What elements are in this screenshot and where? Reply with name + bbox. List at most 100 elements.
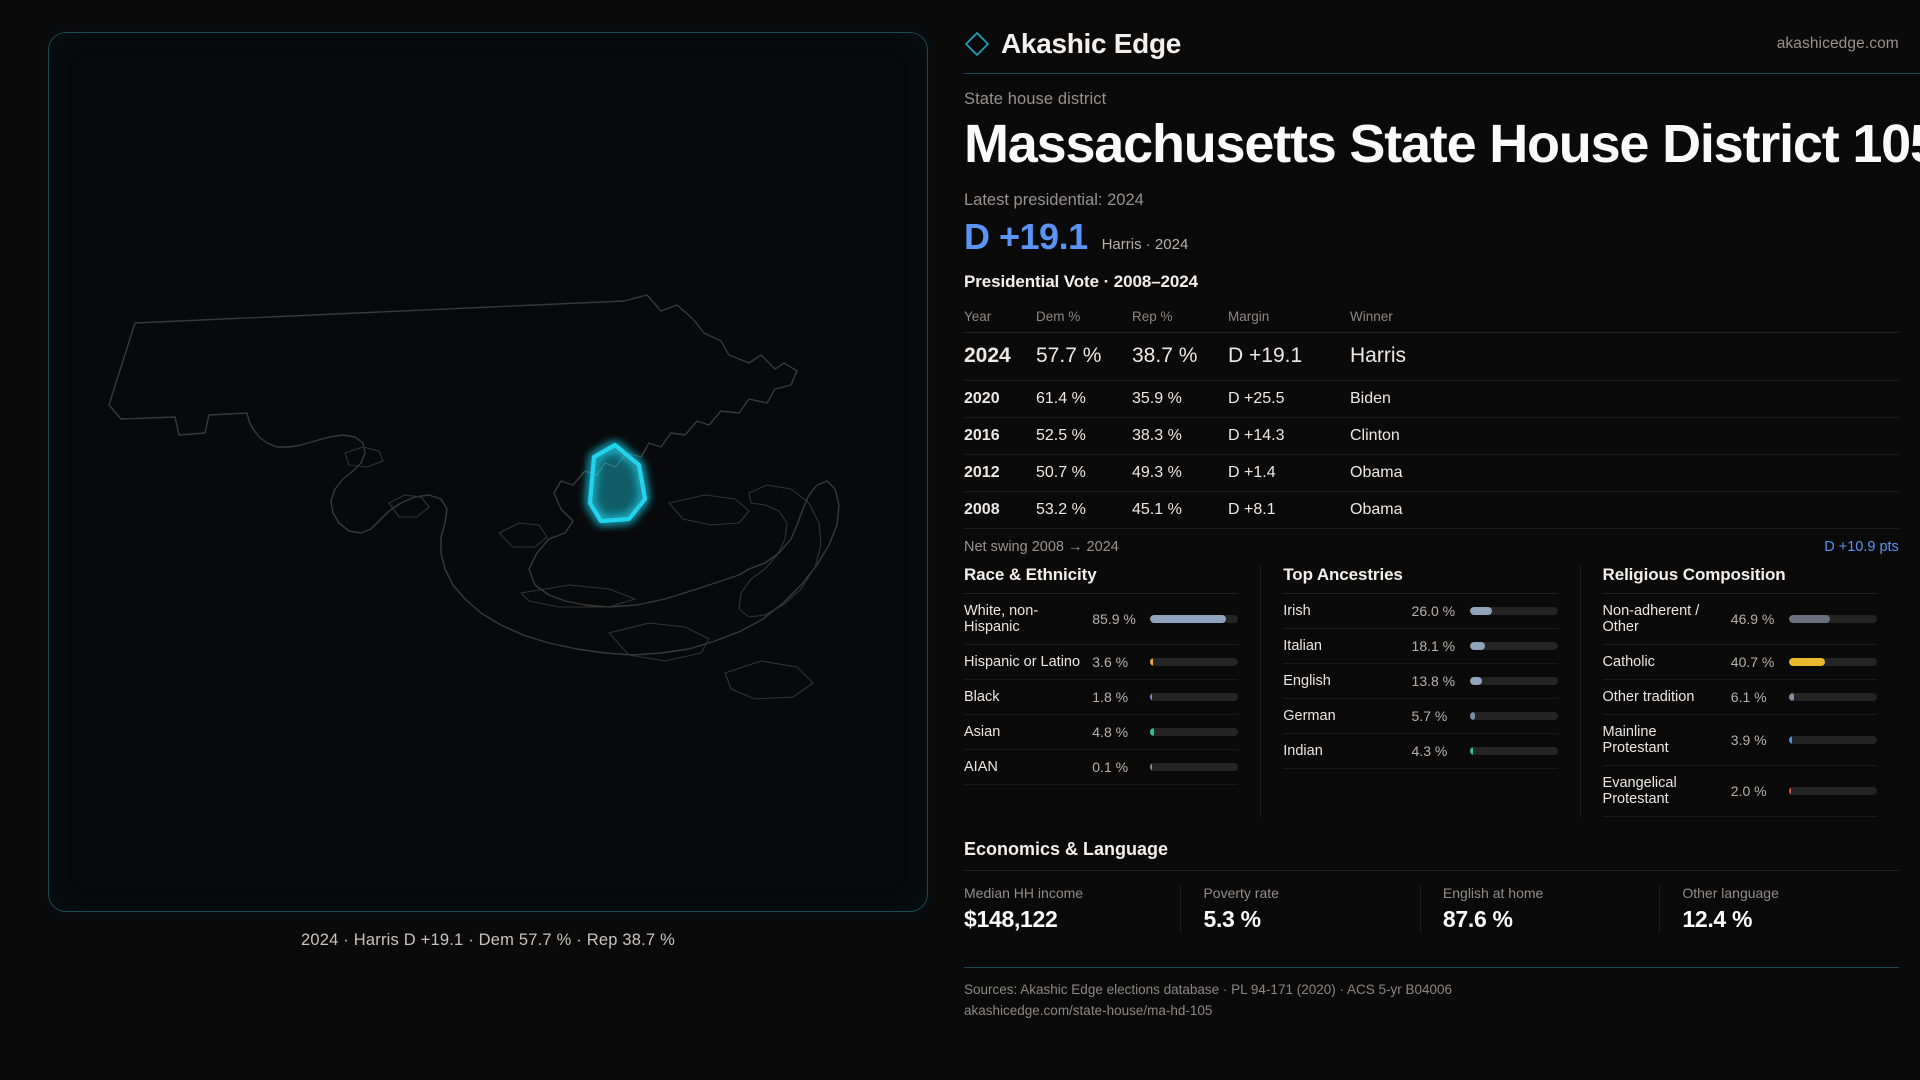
- demo-value: 85.9 %: [1092, 611, 1136, 628]
- page-title: Massachusetts State House District 105: [964, 114, 1920, 174]
- data-column: Akashic Edge akashicedge.com State house…: [960, 0, 1920, 1080]
- highlighted-district-105[interactable]: [587, 442, 648, 524]
- cell-dem: 53.2 %: [1036, 491, 1132, 530]
- cell-margin: D +14.3: [1228, 417, 1350, 456]
- cell-dem: 52.5 %: [1036, 417, 1132, 456]
- state-outline: [108, 294, 840, 656]
- demo-column-religion: Religious Composition Non-adherent / Oth…: [1579, 565, 1899, 818]
- demo-value: 5.7 %: [1411, 708, 1448, 725]
- coastline-detail: [344, 446, 822, 700]
- cell-winner: Biden: [1350, 380, 1899, 419]
- headline-margin: D +19.1 Harris · 2024: [964, 216, 1920, 258]
- cell-year: 2012: [964, 454, 1036, 493]
- table-row[interactable]: 2024 57.7 % 38.7 % D +19.1 Harris: [964, 332, 1899, 382]
- col-rep: Rep %: [1132, 302, 1228, 334]
- table-row[interactable]: 2016 52.5 % 38.3 % D +14.3 Clinton: [964, 417, 1899, 456]
- religion-heading: Religious Composition: [1602, 565, 1877, 595]
- demo-row: Other tradition 6.1 %: [1602, 680, 1877, 716]
- cell-winner: Clinton: [1350, 417, 1899, 456]
- demo-label: AIAN: [964, 759, 998, 776]
- demo-value: 13.8 %: [1411, 673, 1456, 690]
- demo-bar: [1150, 763, 1239, 772]
- demo-row: Evangelical Protestant 2.0 %: [1602, 766, 1877, 818]
- demo-label: Italian: [1283, 638, 1322, 655]
- massachusetts-map-svg: [108, 294, 840, 700]
- table-header-row: Year Dem % Rep % Margin Winner: [964, 302, 1899, 334]
- econ-value: 5.3 %: [1203, 906, 1261, 933]
- econ-value: $148,122: [964, 906, 1058, 933]
- cell-margin: D +1.4: [1228, 454, 1350, 493]
- econ-cell: Other language 12.4 %: [1659, 885, 1898, 934]
- cell-winner: Obama: [1350, 491, 1899, 530]
- econ-label: Other language: [1682, 885, 1779, 902]
- headline-margin-sub: Harris · 2024: [1101, 236, 1189, 254]
- demo-bar: [1469, 712, 1558, 721]
- net-swing-label: Net swing 2008 → 2024: [964, 539, 1119, 556]
- demo-label: German: [1283, 708, 1336, 725]
- demo-bar: [1150, 615, 1239, 624]
- presidential-vote-table: Year Dem % Rep % Margin Winner 2024 57.7…: [964, 302, 1899, 530]
- cell-winner: Harris: [1350, 332, 1899, 382]
- demo-label: Asian: [964, 724, 1001, 741]
- demo-row: Irish 26.0 %: [1283, 594, 1558, 630]
- cell-rep: 45.1 %: [1132, 491, 1228, 530]
- demo-bar: [1469, 642, 1558, 651]
- econ-label: English at home: [1442, 885, 1544, 902]
- map-caption: 2024 · Harris D +19.1 · Dem 57.7 % · Rep…: [301, 931, 675, 949]
- demo-label: Evangelical Protestant: [1602, 775, 1677, 808]
- net-swing-value: D +10.9 pts: [1824, 539, 1899, 556]
- col-year: Year: [964, 302, 1036, 334]
- demo-value: 4.3 %: [1411, 743, 1448, 760]
- brand-bar: Akashic Edge akashicedge.com: [964, 28, 1920, 74]
- table-row[interactable]: 2008 53.2 % 45.1 % D +8.1 Obama: [964, 491, 1899, 530]
- cell-dem: 57.7 %: [1036, 332, 1132, 382]
- cell-margin: D +25.5: [1228, 380, 1350, 419]
- cell-year: 2020: [964, 380, 1036, 419]
- cell-year: 2016: [964, 417, 1036, 456]
- cell-margin: D +19.1: [1228, 332, 1350, 382]
- econ-value: 87.6 %: [1442, 906, 1513, 933]
- demo-bar: [1469, 607, 1558, 616]
- demo-value: 40.7 %: [1730, 654, 1775, 671]
- demo-row: AIAN 0.1 %: [964, 750, 1239, 786]
- demo-row: White, non-Hispanic 85.9 %: [964, 594, 1239, 646]
- demo-bar: [1788, 658, 1877, 667]
- col-dem: Dem %: [1036, 302, 1132, 334]
- demo-label: Hispanic or Latino: [964, 654, 1081, 671]
- table-row[interactable]: 2012 50.7 % 49.3 % D +1.4 Obama: [964, 454, 1899, 493]
- demo-label: White, non-Hispanic: [964, 603, 1039, 636]
- demo-value: 6.1 %: [1730, 689, 1767, 706]
- demo-row: Italian 18.1 %: [1283, 629, 1558, 665]
- table-row[interactable]: 2020 61.4 % 35.9 % D +25.5 Biden: [964, 380, 1899, 419]
- demo-row: German 5.7 %: [1283, 699, 1558, 735]
- page-eyebrow: State house district: [964, 90, 1107, 108]
- demo-value: 0.1 %: [1092, 759, 1129, 776]
- demo-bar: [1469, 747, 1558, 756]
- net-swing-row: Net swing 2008 → 2024 D +10.9 pts: [964, 529, 1899, 559]
- cell-rep: 38.7 %: [1132, 332, 1228, 382]
- map-panel[interactable]: [48, 32, 928, 912]
- demo-bar: [1788, 736, 1877, 745]
- demographics-section: Race & Ethnicity White, non-Hispanic 85.…: [964, 565, 1899, 818]
- economics-section: Median HH income $148,122 Poverty rate 5…: [964, 870, 1899, 934]
- cell-winner: Obama: [1350, 454, 1899, 493]
- demo-value: 4.8 %: [1092, 724, 1129, 741]
- demo-row: English 13.8 %: [1283, 664, 1558, 700]
- footer-url[interactable]: akashicedge.com/state-house/ma-hd-105: [964, 1003, 1213, 1019]
- brand-site[interactable]: akashicedge.com: [1776, 35, 1899, 52]
- demo-label: Indian: [1283, 743, 1323, 760]
- col-margin: Margin: [1228, 302, 1350, 334]
- demo-label: Other tradition: [1602, 689, 1695, 706]
- race-heading: Race & Ethnicity: [964, 565, 1239, 595]
- demo-bar: [1469, 677, 1558, 686]
- cell-year: 2024: [964, 332, 1036, 382]
- econ-cell: Median HH income $148,122: [964, 885, 1180, 933]
- demo-label: Black: [964, 689, 1000, 706]
- col-winner: Winner: [1350, 302, 1899, 334]
- demo-value: 46.9 %: [1730, 611, 1775, 628]
- demo-label: Irish: [1283, 603, 1311, 620]
- cell-dem: 50.7 %: [1036, 454, 1132, 493]
- demo-value: 3.9 %: [1730, 732, 1767, 749]
- demo-bar: [1150, 693, 1239, 702]
